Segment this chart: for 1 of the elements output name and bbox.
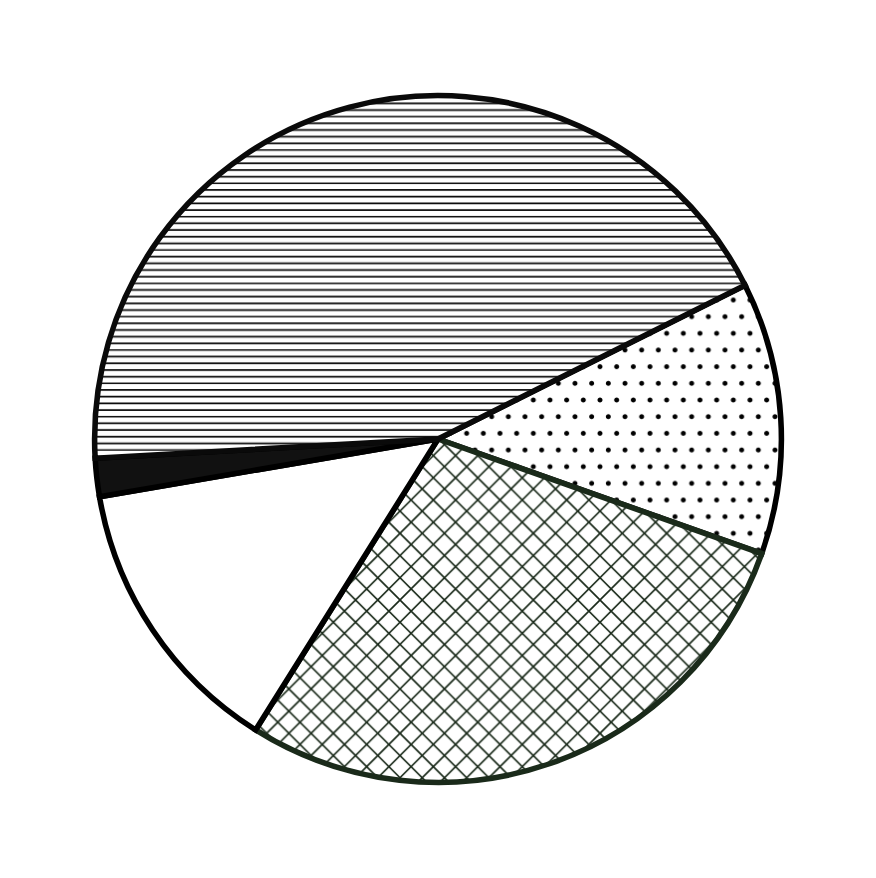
pie-slice <box>252 436 765 786</box>
